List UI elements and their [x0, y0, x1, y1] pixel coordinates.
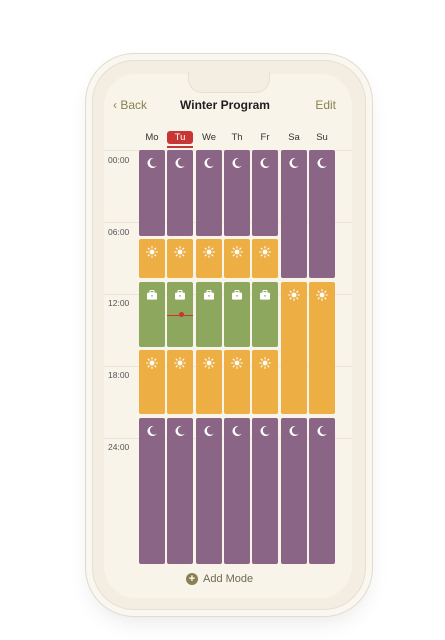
day-label-sa[interactable]: Sa: [288, 132, 300, 143]
schedule-block-sa-night[interactable]: [281, 418, 307, 564]
moon-icon: [259, 156, 271, 169]
day-label-mo[interactable]: Mo: [145, 132, 159, 143]
sun-icon: [259, 245, 271, 258]
schedule-block-sa-night[interactable]: [281, 150, 307, 278]
sun-icon: [231, 245, 243, 258]
schedule-block-sa-day[interactable]: [281, 282, 307, 414]
schedule-block-we-day[interactable]: [196, 239, 222, 278]
edit-button[interactable]: Edit: [315, 98, 336, 112]
day-label-we[interactable]: We: [201, 132, 217, 143]
briefcase-icon: [259, 288, 271, 300]
briefcase-icon: [174, 288, 186, 300]
moon-icon: [288, 156, 300, 169]
moon-icon: [231, 424, 243, 437]
add-mode-button[interactable]: + Add Mode: [186, 572, 253, 586]
schedule-block-tu-night[interactable]: [167, 418, 193, 564]
plus-icon: +: [186, 573, 198, 585]
briefcase-icon: [203, 288, 215, 300]
schedule-block-we-night[interactable]: [196, 418, 222, 564]
schedule-block-su-night[interactable]: [309, 418, 335, 564]
schedule-block-mo-day[interactable]: [139, 239, 165, 278]
sun-icon: [316, 288, 328, 301]
briefcase-icon: [231, 288, 243, 300]
moon-icon: [146, 424, 158, 437]
schedule-block-su-day[interactable]: [309, 282, 335, 414]
schedule-block-th-night[interactable]: [224, 418, 250, 564]
sun-icon: [231, 356, 243, 369]
schedule-block-su-night[interactable]: [309, 150, 335, 278]
moon-icon: [174, 424, 186, 437]
today-indicator: [167, 146, 193, 148]
schedule-block-th-day[interactable]: [224, 239, 250, 278]
day-label-fr[interactable]: Fr: [260, 132, 270, 143]
time-label: 00:00: [108, 155, 130, 165]
schedule-block-th-night[interactable]: [224, 150, 250, 236]
moon-icon: [203, 156, 215, 169]
briefcase-icon: [146, 288, 158, 300]
schedule-block-mo-night[interactable]: [139, 150, 165, 236]
sun-icon: [203, 356, 215, 369]
sun-icon: [146, 356, 158, 369]
moon-icon: [288, 424, 300, 437]
add-mode-label: Add Mode: [203, 573, 254, 585]
sun-icon: [203, 245, 215, 258]
moon-icon: [146, 156, 158, 169]
sun-icon: [259, 356, 271, 369]
day-label-su[interactable]: Su: [316, 132, 328, 143]
sun-icon: [174, 245, 186, 258]
time-label: 06:00: [108, 227, 130, 237]
schedule-block-we-night[interactable]: [196, 150, 222, 236]
schedule-block-mo-night[interactable]: [139, 418, 165, 564]
moon-icon: [174, 156, 186, 169]
sun-icon: [288, 288, 300, 301]
page-title: Winter Program: [180, 98, 270, 112]
sun-icon: [174, 356, 186, 369]
time-label: 18:00: [108, 370, 130, 380]
time-label: 24:00: [108, 442, 130, 452]
sun-icon: [146, 245, 158, 258]
schedule-block-tu-night[interactable]: [167, 150, 193, 236]
day-label-tu[interactable]: Tu: [167, 131, 193, 144]
moon-icon: [231, 156, 243, 169]
schedule-block-fr-night[interactable]: [252, 418, 278, 564]
schedule-block-tu-day[interactable]: [167, 239, 193, 278]
moon-icon: [316, 424, 328, 437]
back-button[interactable]: ‹ Back: [113, 98, 148, 112]
time-label: 12:00: [108, 298, 130, 308]
moon-icon: [316, 156, 328, 169]
phone-notch: [188, 72, 270, 93]
schedule-block-fr-night[interactable]: [252, 150, 278, 236]
day-label-th[interactable]: Th: [231, 132, 243, 143]
schedule-block-fr-day[interactable]: [252, 239, 278, 278]
moon-icon: [259, 424, 271, 437]
moon-icon: [203, 424, 215, 437]
current-time-dot: [179, 312, 184, 317]
